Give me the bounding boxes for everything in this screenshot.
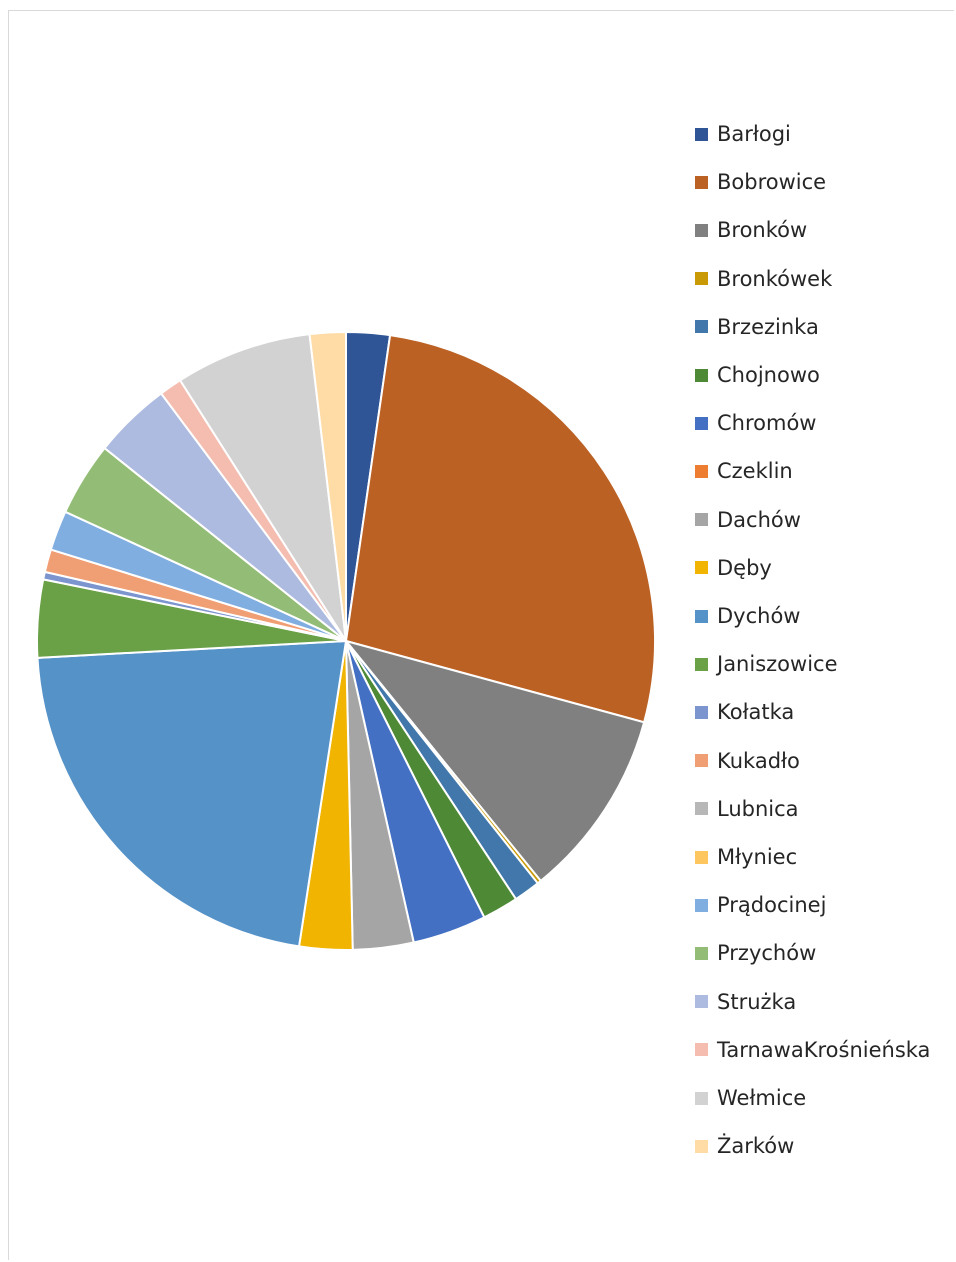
legend-item: Żarków [695, 1131, 794, 1161]
legend-label: Przychów [717, 941, 817, 966]
legend-label: Dachów [717, 507, 801, 532]
legend-item: Bronkówek [695, 264, 832, 294]
legend-label: Lubnica [717, 796, 799, 821]
legend-label: Młyniec [717, 845, 798, 869]
legend-swatch [695, 609, 708, 623]
legend-item: Strużka [695, 987, 796, 1017]
legend-swatch [695, 754, 708, 768]
legend-swatch [695, 127, 708, 141]
legend-item: Dychów [695, 601, 800, 631]
legend-item: Barłogi [695, 119, 791, 149]
legend-label: Brzezinka [717, 314, 819, 339]
legend-swatch [695, 513, 708, 527]
legend-item: Chojnowo [695, 360, 820, 390]
legend-item: Wełmice [695, 1083, 806, 1113]
legend-item: Bronków [695, 215, 807, 245]
legend-label: Żarków [717, 1134, 795, 1159]
legend-label: Dęby [717, 555, 772, 580]
legend-swatch [695, 223, 708, 237]
legend-item: Kołatka [695, 697, 794, 727]
legend-swatch [695, 657, 708, 671]
legend-item: TarnawaKrośnieńska [695, 1035, 930, 1065]
legend-swatch [695, 416, 708, 430]
legend-item: Brzezinka [695, 312, 819, 342]
legend-item: Chromów [695, 408, 816, 438]
legend-swatch [695, 368, 708, 382]
legend-label: TarnawaKrośnieńska [717, 1037, 931, 1062]
legend-label: Chromów [717, 411, 817, 436]
legend-item: Bobrowice [695, 167, 826, 197]
legend-label: Wełmice [717, 1086, 807, 1110]
legend-label: Strużka [717, 989, 797, 1014]
legend-item: Czeklin [695, 456, 793, 486]
pie-slices [36, 330, 656, 951]
chart-area [8, 10, 954, 1260]
legend-item: Przychów [695, 938, 816, 968]
legend-label: Janiszowice [717, 652, 838, 677]
legend-swatch [695, 1043, 708, 1057]
legend-item: Lubnica [695, 794, 799, 824]
pie-slice-1 [345, 334, 656, 724]
legend-swatch [695, 561, 708, 575]
legend-swatch [695, 802, 708, 816]
pie-slice-10 [36, 640, 347, 948]
legend-swatch [695, 850, 708, 864]
legend-swatch [695, 175, 708, 189]
legend-swatch [695, 1091, 708, 1105]
legend-swatch [695, 464, 708, 478]
legend-item: Dachów [695, 505, 801, 535]
legend-item: Dęby [695, 553, 772, 583]
legend-label: Bronków [717, 218, 808, 243]
legend-label: Dychów [717, 604, 801, 628]
legend-swatch [695, 272, 708, 286]
legend-item: Prądocinej [695, 890, 826, 920]
pie-slice-21 [308, 331, 347, 642]
pie-slice-2 [345, 640, 646, 882]
legend-item: Kukadło [695, 746, 800, 776]
legend-swatch [695, 705, 708, 719]
legend-label: Czeklin [717, 459, 793, 484]
legend-swatch [695, 946, 708, 960]
legend-label: Kukadło [717, 748, 800, 773]
legend-label: Prądocinej [717, 893, 827, 918]
legend-label: Bobrowice [717, 170, 827, 195]
pie-slice-20 [179, 333, 347, 642]
legend-item: Janiszowice [695, 649, 838, 679]
legend-swatch [695, 898, 708, 912]
legend-label: Bronkówek [717, 266, 833, 291]
legend-swatch [695, 1139, 708, 1153]
legend-label: Barłogi [717, 122, 791, 146]
legend-label: Kołatka [717, 700, 795, 725]
legend-swatch [695, 995, 708, 1009]
legend-label: Chojnowo [717, 363, 820, 387]
legend-item: Młyniec [695, 842, 797, 872]
legend-swatch [695, 320, 708, 334]
